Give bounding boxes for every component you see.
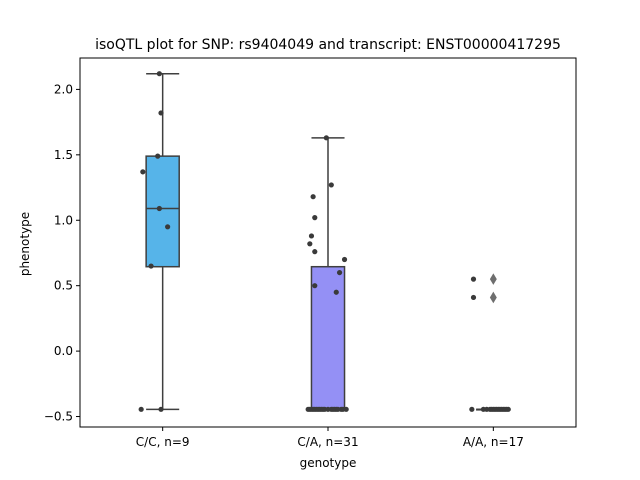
data-point [341,256,348,263]
data-point [308,233,315,239]
y-tick-label: 0.5 [54,279,73,293]
data-point [313,406,320,412]
data-point [505,406,511,412]
y-axis-label: phenotype [18,212,32,276]
data-point [323,135,329,141]
y-tick-label: −0.5 [44,410,73,424]
chart-title: isoQTL plot for SNP: rs9404049 and trans… [95,37,561,53]
x-axis-label: genotype [300,456,357,470]
y-tick-label: 2.0 [54,82,73,96]
plot-area: −0.5 0.0 0.5 1.0 1.5 2.0 C/C, n=9 C/A, n=31 A/A,… [44,57,577,449]
data-point [330,406,336,412]
data-point [470,294,477,301]
box-1 [310,265,346,411]
x-tick-label: C/A, n=31 [297,435,358,449]
box-0 [145,155,180,268]
data-point [310,194,316,200]
data-point [336,269,343,276]
x-tick-label: A/A, n=17 [463,435,524,449]
data-point [158,406,164,412]
data-point [469,406,475,412]
y-tick-label: 0.0 [54,344,73,358]
data-point [156,71,162,77]
data-point [343,406,349,412]
outlier-marker [489,273,497,285]
y-tick-label: 1.5 [54,148,73,162]
data-point [333,289,339,295]
data-point [312,249,318,255]
data-point [158,110,164,116]
outlier-marker [489,291,497,304]
data-point [165,224,171,230]
data-point [470,276,477,282]
y-tick-label: 1.0 [54,213,73,227]
data-point [155,153,161,159]
data-point [312,215,318,221]
data-point [307,241,313,247]
data-point [156,205,162,212]
x-tick-label: C/C, n=9 [136,435,190,449]
data-point [148,263,154,269]
data-point [138,406,144,412]
data-point [312,283,318,289]
data-point [140,169,146,175]
data-point [328,182,334,188]
